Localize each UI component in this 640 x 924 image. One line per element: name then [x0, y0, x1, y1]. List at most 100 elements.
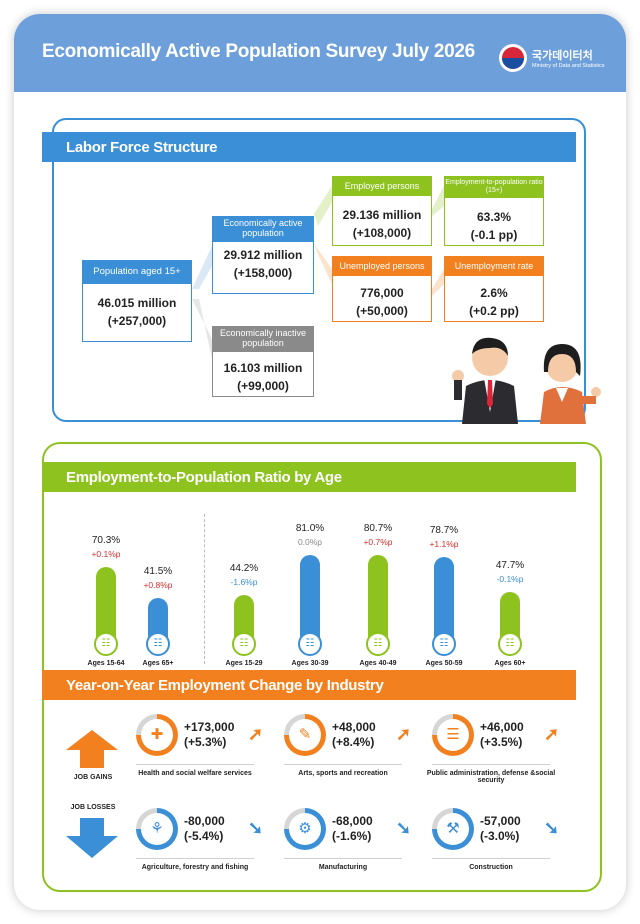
industry-name: Arts, sports and recreation [298, 770, 388, 777]
document-badge-icon: ☷ [498, 632, 522, 656]
employment-ratio-value: 63.3% [476, 210, 512, 224]
bar-value-ages-40-49: 80.7% [363, 523, 393, 535]
bar-change-ages-50-59: +1.1%p [429, 539, 459, 550]
bar-change-ages-15-29: -1.6%p [230, 577, 258, 588]
industry-name: Health and social welfare services [138, 770, 252, 777]
industry-change-percent: (-3.0%) [480, 829, 520, 843]
industry-change-value: +173,000 [184, 720, 235, 734]
unemployment-rate-label: Unemployment rate [444, 256, 544, 276]
agency-name-korean: 국가데이터처 [532, 50, 593, 62]
document-icon: ☰ [437, 719, 469, 751]
trend-up-icon: ➚ [544, 724, 560, 744]
job-losses-label: JOB LOSSES [70, 804, 116, 811]
bar-value-ages-15-29: 44.2% [229, 563, 259, 575]
population-15plus-label: Population aged 15+ [82, 260, 192, 284]
trend-down-icon: ➘ [396, 818, 412, 838]
job-losses-arrow-icon [66, 818, 118, 858]
bar-ages-50-59 [434, 557, 454, 644]
bar-value-ages-15-64: 70.3% [91, 534, 121, 546]
bar-change-ages-60: -0.1%p [496, 573, 524, 584]
industry-change-percent: (+5.3%) [184, 735, 227, 749]
industry-ring: ⚙ [284, 808, 326, 850]
trend-up-icon: ➚ [248, 724, 264, 744]
unemployed-persons-label: Unemployed persons [332, 256, 432, 276]
industry-change-percent: (-5.4%) [184, 829, 224, 843]
unemployed-persons-change: (+50,000) [356, 304, 408, 318]
bar-change-ages-15-64: +0.1%p [91, 548, 121, 559]
employment-ratio-label: Employment-to-population ratio (15+) [444, 176, 544, 198]
industry-change-percent: (+8.4%) [332, 735, 375, 749]
bar-ages-15-64 [96, 566, 116, 644]
bar-ages-40-49 [368, 555, 388, 644]
taegeuk-logo-icon [499, 44, 527, 72]
agency-name-english: Ministry of Data and Statistics [532, 63, 605, 69]
industry-divider [136, 858, 254, 859]
industry-name: Manufacturing [318, 864, 368, 871]
job-gains-arrow-icon [66, 730, 118, 768]
labor-force-title: Labor Force Structure [42, 132, 576, 162]
industry-ring: ⚘ [136, 808, 178, 850]
inactive-population-change: (+99,000) [237, 379, 289, 393]
industry-ring: ✎ [284, 714, 326, 756]
document-badge-icon: ☷ [232, 632, 256, 656]
bar-ages-15-29 [234, 595, 254, 644]
unemployment-rate-change: (+0.2 pp) [469, 304, 519, 318]
active-population-value: 29.912 million [223, 248, 303, 262]
industry-ring: ✚ [136, 714, 178, 756]
bar-category-ages-65: Ages 65+ [142, 660, 174, 667]
employed-persons-change: (+108,000) [352, 226, 412, 240]
population-15plus-value: 46.015 million [97, 296, 177, 310]
industry-change-value: +46,000 [480, 720, 524, 734]
industry-divider [284, 764, 402, 765]
bar-value-ages-60: 47.7% [495, 559, 525, 571]
industry-change-percent: (+3.5%) [480, 735, 523, 749]
industry-change-value: +48,000 [332, 720, 376, 734]
infographic-card: Economically Active Population Survey Ju… [14, 14, 626, 910]
labor-force-section [52, 118, 586, 422]
inactive-population-label: Economically inactive population [212, 326, 314, 352]
industry-title: Year-on-Year Employment Change by Indust… [42, 670, 576, 700]
trend-down-icon: ➘ [248, 818, 264, 838]
age-ratio-section [42, 442, 602, 892]
first-aid-icon: ✚ [141, 719, 173, 751]
document-badge-icon: ☷ [298, 632, 322, 656]
bar-category-ages-15-29: Ages 15-29 [225, 660, 263, 667]
bar-category-ages-60: Ages 60+ [494, 660, 526, 667]
inactive-population-value: 16.103 million [223, 361, 303, 375]
unemployment-rate-value: 2.6% [480, 286, 508, 300]
page-title: Economically Active Population Survey Ju… [42, 41, 475, 62]
bar-category-ages-40-49: Ages 40-49 [359, 660, 397, 667]
industry-change-value: -57,000 [480, 814, 521, 828]
active-population-label: Economically active population [212, 216, 314, 242]
age-group-divider [204, 514, 205, 664]
bar-category-ages-50-59: Ages 50-59 [425, 660, 463, 667]
bar-change-ages-65: +0.8%p [143, 580, 173, 591]
industry-name: Agriculture, forestry and fishing [141, 864, 249, 871]
industry-change-percent: (-1.6%) [332, 829, 372, 843]
employment-ratio-change: (-0.1 pp) [470, 228, 518, 242]
industry-name: Construction [469, 864, 513, 871]
job-gains-label: JOB GAINS [73, 774, 113, 781]
trend-up-icon: ➚ [396, 724, 412, 744]
document-badge-icon: ☷ [146, 632, 170, 656]
bar-value-ages-65: 41.5% [143, 566, 173, 578]
industry-change-value: -68,000 [332, 814, 373, 828]
active-population-change: (+158,000) [233, 266, 293, 280]
industry-divider [432, 764, 550, 765]
industry-name: Public administration, defense &social s… [426, 770, 556, 784]
industry-ring: ☰ [432, 714, 474, 756]
header-banner: Economically Active Population Survey Ju… [14, 14, 626, 92]
industry-divider [284, 858, 402, 859]
industry-ring: ⚒ [432, 808, 474, 850]
employed-persons-label: Employed persons [332, 176, 432, 196]
age-ratio-title: Employment-to-Population Ratio by Age [42, 462, 576, 492]
bar-change-ages-40-49: +0.7%p [363, 537, 393, 548]
document-badge-icon: ☷ [366, 632, 390, 656]
document-badge-icon: ☷ [94, 632, 118, 656]
bar-value-ages-30-39: 81.0% [295, 522, 325, 534]
industry-change-value: -80,000 [184, 814, 225, 828]
workers-illustration [452, 337, 601, 424]
employed-persons-value: 29.136 million [342, 208, 422, 222]
employed-persons-box: 29.136 million (+108,000) [332, 186, 432, 246]
bar-value-ages-50-59: 78.7% [429, 525, 459, 537]
